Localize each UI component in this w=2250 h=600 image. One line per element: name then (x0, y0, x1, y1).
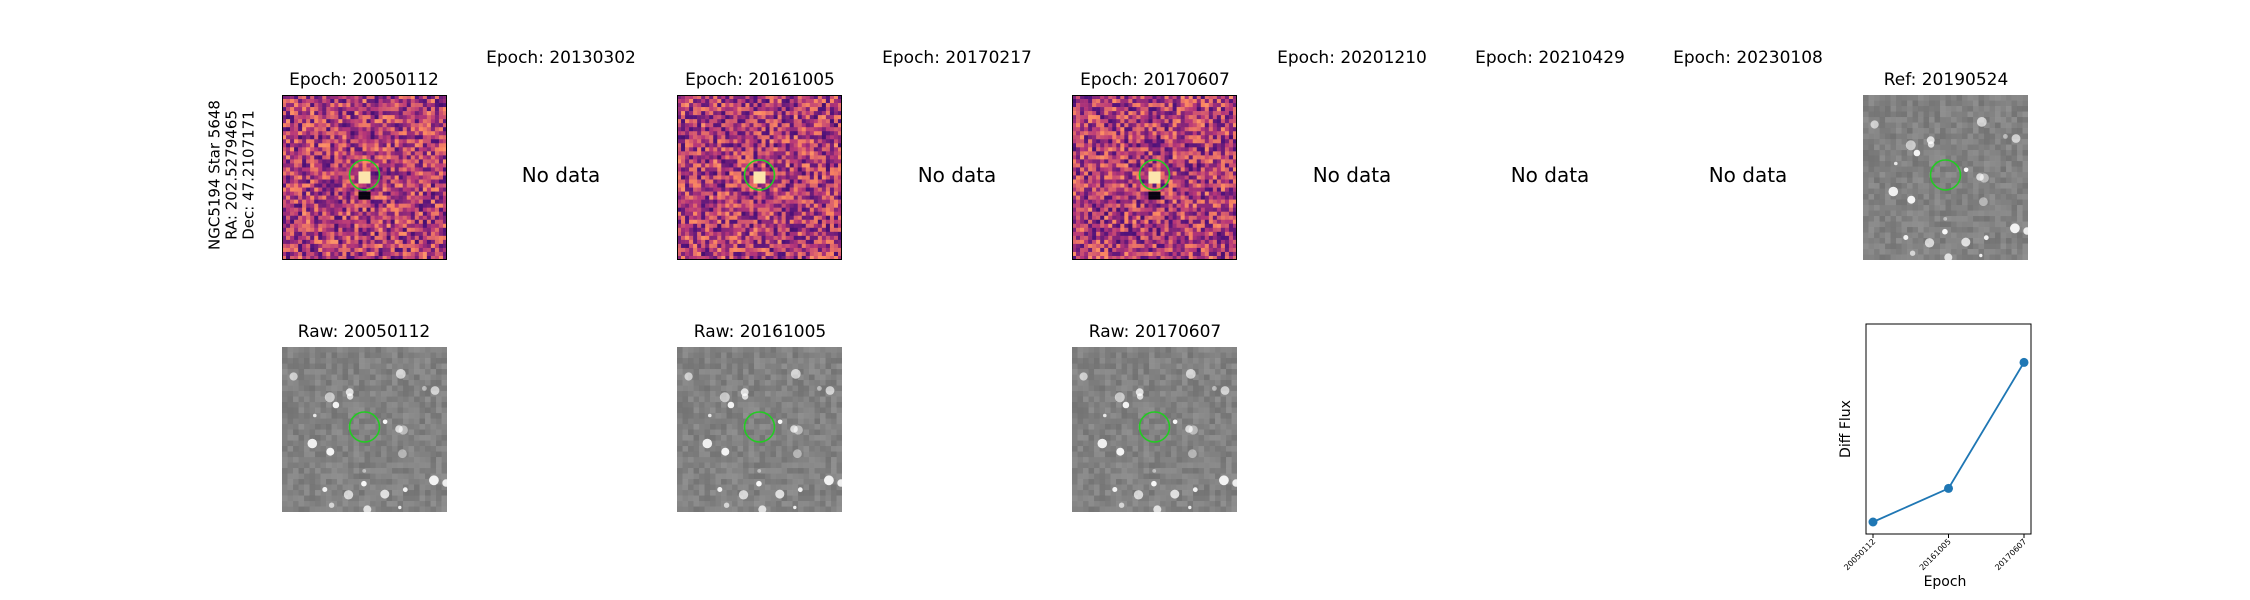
chart-frame (1866, 324, 2031, 534)
epoch-title-1: Epoch: 20050112 (289, 70, 439, 90)
star-ra: RA: 202.5279465 (224, 100, 241, 250)
epoch-title-8: Epoch: 20230108 (1673, 48, 1823, 68)
raw-title-1: Raw: 20050112 (298, 322, 431, 342)
epoch-title-3: Epoch: 20161005 (685, 70, 835, 90)
star-name: NGC5194 Star 5648 (207, 100, 224, 250)
x-axis-title: Epoch (1924, 574, 1967, 590)
raw-image-20170607 (1072, 347, 1237, 512)
epoch-title-2: Epoch: 20130302 (486, 48, 636, 68)
diff-image-20170607 (1072, 95, 1237, 260)
star-dec: Dec: 47.2107171 (241, 100, 258, 250)
no-data-label-20170217: No data (918, 163, 997, 187)
data-point-20161005 (1944, 484, 1953, 493)
no-data-label-20201210: No data (1313, 163, 1392, 187)
data-point-20050112 (1869, 518, 1878, 527)
ref-image-20190524 (1863, 95, 2028, 260)
no-data-label-20230108: No data (1709, 163, 1788, 187)
series-line (1873, 362, 2024, 522)
raw-title-3: Raw: 20170607 (1089, 322, 1222, 342)
no-data-label-20210429: No data (1511, 163, 1590, 187)
raw-image-20161005 (677, 347, 842, 512)
x-tick-label-20170607: 20170607 (1993, 537, 2028, 572)
y-axis-title: Diff Flux (1838, 400, 1854, 458)
diff-image-20050112 (282, 95, 447, 260)
epoch-title-6: Epoch: 20201210 (1277, 48, 1427, 68)
data-point-20170607 (2020, 358, 2029, 367)
ref-title: Ref: 20190524 (1884, 70, 2009, 90)
x-tick-label-20050112: 20050112 (1842, 537, 1877, 572)
x-tick-label-20161005: 20161005 (1918, 537, 1953, 572)
raw-title-2: Raw: 20161005 (694, 322, 827, 342)
epoch-title-5: Epoch: 20170607 (1080, 70, 1230, 90)
diff-flux-chart: 20050112 20161005 20170607 (1866, 324, 2031, 534)
epoch-title-4: Epoch: 20170217 (882, 48, 1032, 68)
no-data-label-20130302: No data (522, 163, 601, 187)
epoch-title-7: Epoch: 20210429 (1475, 48, 1625, 68)
star-info-label: NGC5194 Star 5648 RA: 202.5279465 Dec: 4… (207, 100, 258, 250)
diff-image-20161005 (677, 95, 842, 260)
raw-image-20050112 (282, 347, 447, 512)
